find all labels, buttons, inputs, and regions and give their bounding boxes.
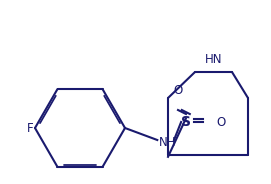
Text: O: O bbox=[173, 84, 183, 97]
Text: S: S bbox=[181, 115, 191, 129]
Text: HN: HN bbox=[205, 54, 222, 66]
Text: O: O bbox=[216, 116, 225, 128]
Text: NH: NH bbox=[159, 137, 176, 149]
Text: F: F bbox=[27, 121, 34, 135]
